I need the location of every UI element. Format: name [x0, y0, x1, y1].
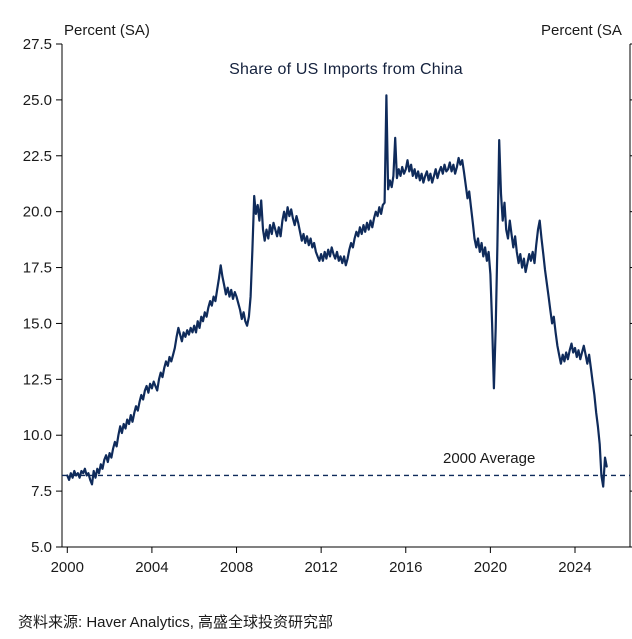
source-attribution: 资料来源: Haver Analytics, 高盛全球投资研究部: [18, 614, 334, 631]
y-tick-label: 5.0: [31, 539, 52, 556]
y-tick-label: 25.0: [23, 92, 52, 109]
x-tick-label: 2012: [304, 559, 337, 576]
x-tick-label: 2004: [135, 559, 168, 576]
x-tick-label: 2000: [51, 559, 84, 576]
y-axis-unit-left: Percent (SA): [64, 22, 150, 39]
average-line-label: 2000 Average: [443, 450, 536, 467]
y-tick-label: 17.5: [23, 260, 52, 277]
y-tick-label: 10.0: [23, 427, 52, 444]
y-axis-unit-right: Percent (SA: [541, 22, 622, 39]
x-tick-label: 2024: [558, 559, 591, 576]
imports-share-line: [66, 94, 608, 488]
y-tick-label: 22.5: [23, 148, 52, 165]
y-tick-label: 20.0: [23, 204, 52, 221]
y-tick-label: 27.5: [23, 36, 52, 53]
chart-svg: 5.0 7.5 10.0 12.5 15.0 17.5 20.0 22.5 25.0 27.5 20…: [23, 36, 632, 576]
x-tick-label: 2020: [474, 559, 507, 576]
x-tick-label: 2016: [389, 559, 422, 576]
y-tick-label: 7.5: [31, 483, 52, 500]
chart-area: 5.0 7.5 10.0 12.5 15.0 17.5 20.0 22.5 25.0 27.5 20…: [23, 36, 632, 576]
y-tick-label: 12.5: [23, 371, 52, 388]
y-tick-label: 15.0: [23, 315, 52, 332]
x-tick-label: 2008: [220, 559, 253, 576]
chart-title: Share of US Imports from China: [229, 61, 463, 78]
